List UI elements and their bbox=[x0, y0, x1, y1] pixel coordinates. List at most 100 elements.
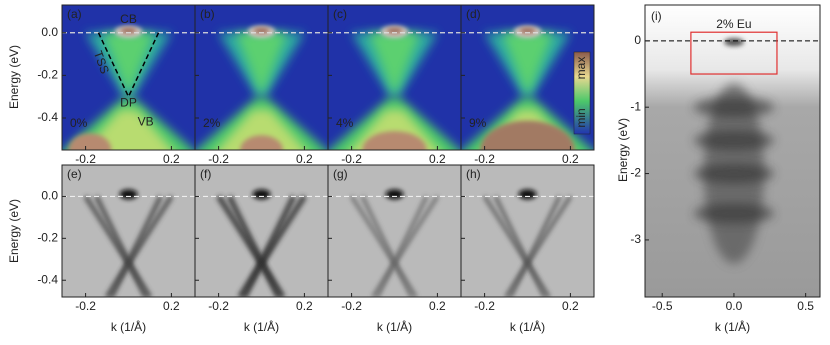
band-line bbox=[349, 195, 418, 297]
vb-blob bbox=[362, 131, 427, 150]
x-tick-label: 0.5 bbox=[797, 299, 814, 313]
y-tick-label: -0.4 bbox=[37, 110, 58, 124]
band-branch bbox=[693, 203, 774, 224]
y-tick-label: -0.2 bbox=[37, 68, 58, 82]
panel-title: 2% Eu bbox=[716, 17, 751, 31]
cb-core bbox=[253, 27, 270, 34]
cb-blob bbox=[252, 189, 271, 200]
x-tick-label: 0.2 bbox=[429, 299, 446, 313]
cone-core bbox=[235, 32, 288, 93]
panel-label: (f) bbox=[200, 167, 211, 181]
vb-blob bbox=[240, 135, 283, 150]
panel-label: (a) bbox=[67, 7, 82, 21]
panel-image bbox=[195, 5, 328, 150]
panel-image bbox=[461, 165, 594, 297]
cone-core bbox=[501, 32, 554, 93]
panel-image bbox=[461, 5, 594, 150]
band-line bbox=[237, 194, 307, 297]
y-tick-label: -0.4 bbox=[37, 272, 58, 286]
y-axis-label: Energy (eV) bbox=[616, 118, 630, 182]
x-axis-label: k (1/Å) bbox=[244, 319, 279, 334]
panel-label: (d) bbox=[466, 7, 481, 21]
x-tick-label: 0.0 bbox=[726, 299, 743, 313]
band-line bbox=[482, 195, 551, 297]
cone-core bbox=[368, 32, 421, 93]
x-tick-label: -0.2 bbox=[208, 299, 229, 313]
panel-label: (i) bbox=[651, 9, 662, 23]
x-tick-label: -0.2 bbox=[75, 152, 96, 166]
vb-blob bbox=[68, 133, 112, 150]
x-tick-label: 0.2 bbox=[296, 299, 313, 313]
annotation: CB bbox=[120, 12, 137, 26]
y-axis-label: Energy (eV) bbox=[7, 199, 21, 263]
x-tick-label: 0.2 bbox=[296, 152, 313, 166]
band-line bbox=[104, 195, 174, 297]
panel-image bbox=[328, 5, 461, 150]
colorbar bbox=[573, 51, 591, 135]
x-axis-label: k (1/Å) bbox=[111, 319, 146, 334]
panel-label: (h) bbox=[466, 167, 481, 181]
band-branch bbox=[693, 97, 774, 118]
panel-label: (g) bbox=[333, 167, 348, 181]
x-tick-label: -0.2 bbox=[474, 299, 495, 313]
doping-label: 9% bbox=[469, 116, 487, 130]
colorbar-max: max bbox=[574, 57, 588, 80]
bg bbox=[461, 165, 594, 297]
y-axis-label: Energy (eV) bbox=[7, 45, 21, 109]
cb-core bbox=[386, 27, 403, 34]
panel-frame bbox=[460, 164, 595, 298]
x-tick-label: -0.2 bbox=[75, 299, 96, 313]
y-tick-label: -2 bbox=[630, 166, 641, 180]
cb-blob bbox=[518, 189, 537, 200]
x-tick-label: -0.2 bbox=[474, 152, 495, 166]
band-line bbox=[83, 195, 153, 297]
band-line bbox=[371, 195, 440, 297]
y-tick-label: -0.2 bbox=[37, 231, 58, 245]
bg bbox=[328, 165, 461, 297]
x-axis-label: k (1/Å) bbox=[510, 319, 545, 334]
panel-label: (b) bbox=[200, 7, 215, 21]
panel-image bbox=[328, 165, 461, 297]
annotation: DP bbox=[120, 95, 137, 109]
band-line bbox=[216, 194, 286, 297]
tss-line bbox=[97, 32, 130, 98]
panel-image bbox=[195, 165, 328, 297]
panel-label: (c) bbox=[333, 7, 347, 21]
x-tick-label: -0.5 bbox=[652, 299, 673, 313]
tss-line bbox=[127, 32, 160, 98]
x-tick-label: 0.2 bbox=[562, 299, 579, 313]
panel-image bbox=[645, 5, 820, 297]
cb-blob bbox=[385, 189, 404, 200]
band-line bbox=[504, 195, 573, 297]
doping-label: 2% bbox=[203, 116, 221, 130]
panel-image bbox=[62, 165, 195, 297]
cb-blob bbox=[723, 38, 744, 47]
x-tick-label: -0.2 bbox=[341, 299, 362, 313]
panel-frame bbox=[644, 4, 821, 298]
y-tick-label: 0.0 bbox=[41, 189, 58, 203]
y-tick-label: -3 bbox=[630, 232, 641, 246]
x-tick-label: -0.2 bbox=[208, 152, 229, 166]
cb-core bbox=[519, 27, 536, 34]
zoom-box bbox=[690, 31, 778, 75]
vb-blob bbox=[480, 120, 575, 150]
x-tick-label: 0.2 bbox=[562, 152, 579, 166]
bg bbox=[62, 165, 195, 297]
panel-image bbox=[62, 5, 195, 150]
cone-core bbox=[102, 32, 155, 93]
doping-label: 4% bbox=[336, 116, 354, 130]
x-tick-label: 0.2 bbox=[429, 152, 446, 166]
bg bbox=[195, 165, 328, 297]
cb-core bbox=[120, 27, 137, 34]
y-tick-label: 0 bbox=[634, 33, 641, 47]
cb-blob bbox=[119, 189, 138, 200]
x-tick-label: 0.2 bbox=[163, 299, 180, 313]
doping-label: 0% bbox=[70, 116, 88, 130]
x-tick-label: -0.2 bbox=[341, 152, 362, 166]
annotation: VB bbox=[138, 114, 154, 128]
x-tick-label: 0.2 bbox=[163, 152, 180, 166]
panel-label: (e) bbox=[67, 167, 82, 181]
panel-frame bbox=[460, 4, 595, 151]
y-tick-label: -1 bbox=[630, 99, 641, 113]
